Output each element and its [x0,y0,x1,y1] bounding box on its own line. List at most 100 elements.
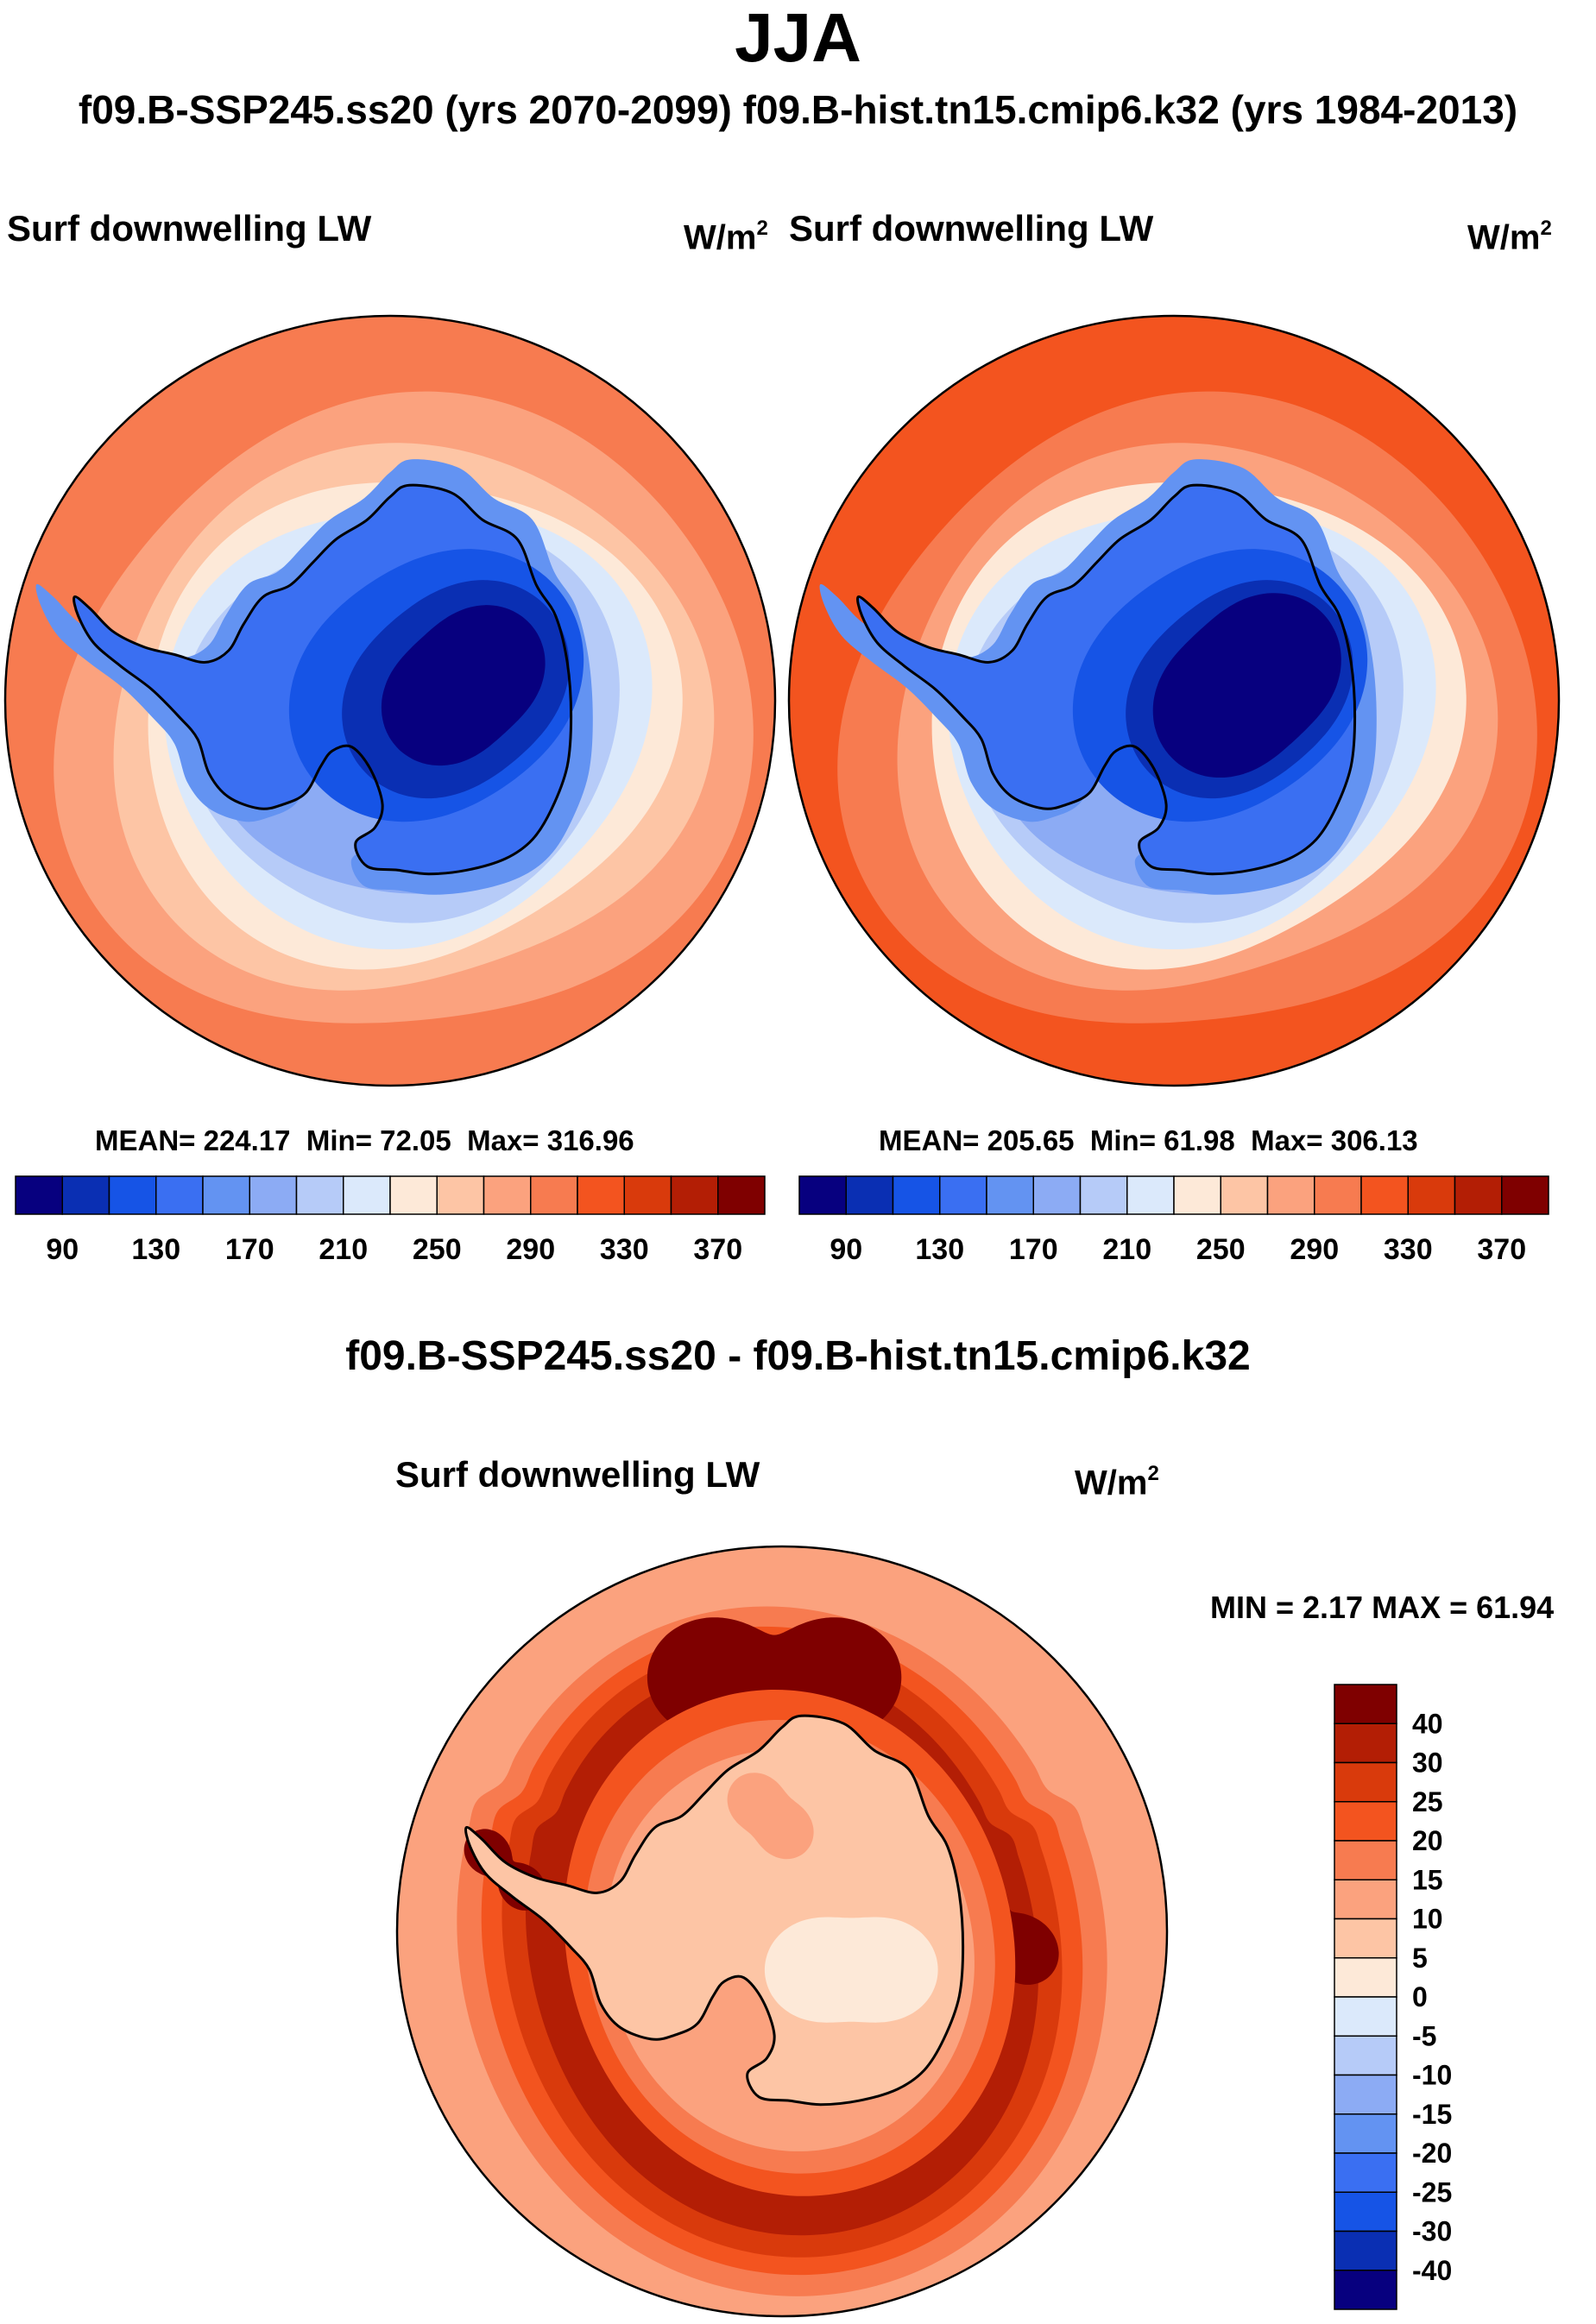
panel2-max: Max= 306.13 [1251,1124,1418,1156]
diff-colorbar-box [1334,1723,1397,1764]
diff-colorbar-box [1334,2113,1397,2154]
panel1-colorbar-box [483,1175,532,1215]
panel2-colorbar-box [1454,1175,1503,1215]
panel1-colorbar-box [670,1175,719,1215]
panel2-colorbar-tick-label: 290 [1290,1233,1339,1266]
panel2-map [787,314,1561,1087]
diff-coastline [464,1714,965,2107]
diff-colorbar-box [1334,2191,1397,2233]
panel1-max: Max= 316.96 [467,1124,634,1156]
panel1-colorbar-box [389,1175,438,1215]
panel2-colorbar-box [1314,1175,1362,1215]
panel1-variable: Surf downwelling LW [7,208,372,249]
panel2-colorbar-tick-label: 330 [1384,1233,1433,1266]
diff-colorbar-box [1334,1879,1397,1920]
diff-colorbar: 40 30 25 20 15 10 5 0 -5 -10 -15 -20 -25 -30 -40 [1334,1684,1452,2310]
panel2-colorbar-box [1126,1175,1175,1215]
panel1-colorbar-tick-label: 210 [319,1233,368,1266]
diff-colorbar-tick-label: 0 [1412,1981,1428,2012]
diff-colorbar-box [1334,2270,1397,2310]
panel2-colorbar-tick-label: 250 [1196,1233,1246,1266]
panel2-colorbar-tick-label: 170 [1009,1233,1058,1266]
diff-colorbar-tick-label: 20 [1412,1825,1443,1856]
panel2-colorbar-tick-label: 370 [1477,1233,1526,1266]
panel2-colorbar-tick-label: 130 [915,1233,964,1266]
runs-title: f09.B-SSP245.ss20 (yrs 2070-2099) f09.B-… [78,87,1518,132]
diff-colorbar-tick-label: 15 [1412,1864,1443,1895]
panel1-colorbar-tick-label: 90 [46,1233,79,1266]
panel2-colorbar-box [1407,1175,1456,1215]
diff-colorbar-tick-label: -20 [1412,2138,1452,2169]
panel1-colorbar-box [15,1175,63,1215]
panel1-map [3,314,777,1087]
panel2-units: W/m2 [1467,217,1552,257]
panel2-colorbar-tick-label: 90 [830,1233,862,1266]
panel1-colorbar-box [623,1175,672,1215]
diff-colorbar-tick-label: 40 [1412,1708,1443,1739]
panel1-coastline [73,483,573,876]
panel2-contour-band [1152,593,1341,778]
diff-variable: Surf downwelling LW [395,1454,760,1495]
panel1-colorbar-box [108,1175,157,1215]
panel1-colorbar-tick-label: 130 [131,1233,180,1266]
panel1-colorbar-box [295,1175,344,1215]
diff-colorbar-tick-label: -10 [1412,2060,1452,2091]
panel1-colorbar-box [343,1175,391,1215]
diff-colorbar-box [1334,2074,1397,2115]
panel1-colorbar-box [436,1175,485,1215]
panel2-min: Min= 61.98 [1089,1124,1235,1156]
panel2-colorbar-box [1079,1175,1128,1215]
panel2-map-border [787,314,1561,1087]
panel1-mean: MEAN= 224.17 [95,1124,291,1156]
panel2-mean: MEAN= 205.65 [879,1124,1075,1156]
diff-colorbar-box [1334,1761,1397,1803]
panel1-contour-band [381,605,546,766]
diff-colorbar-box [1334,1957,1397,1998]
diff-colorbar-tick-label: 25 [1412,1786,1443,1817]
diff-colorbar-box [1334,1840,1397,1880]
panel2-colorbar-box [892,1175,941,1215]
diff-map [395,1545,1169,2318]
panel2-coastline [856,483,1357,876]
diff-colorbar-tick-label: 10 [1412,1904,1443,1935]
panel2-colorbar-box [939,1175,987,1215]
panel1-colorbar: 90 130 170 210 250 290 330 370 [15,1175,766,1266]
panel1-colorbar-box [202,1175,250,1215]
panel1-colorbar-box [61,1175,110,1215]
panel1-colorbar-box [155,1175,204,1215]
panel2-variable: Surf downwelling LW [789,208,1154,249]
panel1-colorbar-box [249,1175,298,1215]
diff-colorbar-tick-label: -25 [1412,2176,1452,2207]
panel2-colorbar: 90 130 170 210 250 290 330 370 [798,1175,1549,1266]
diff-units: W/m2 [1075,1462,1159,1502]
panel1-colorbar-box [717,1175,766,1215]
panel1-colorbar-tick-label: 170 [225,1233,274,1266]
diff-colorbar-box [1334,1684,1397,1724]
diff-colorbar-box [1334,1996,1397,2037]
panel2-colorbar-box [986,1175,1034,1215]
panel2-colorbar-tick-label: 210 [1102,1233,1151,1266]
panel1-colorbar-tick-label: 250 [413,1233,462,1266]
panel1-colorbar-tick-label: 330 [600,1233,649,1266]
diff-colorbar-tick-label: 30 [1412,1748,1443,1779]
panel1-units: W/m2 [684,217,768,257]
diff-colorbar-tick-label: -5 [1412,2020,1436,2051]
diff-contour-band [764,1917,938,2023]
diff-colorbar-tick-label: 5 [1412,1943,1428,1974]
panel1-colorbar-box [530,1175,578,1215]
diff-title: f09.B-SSP245.ss20 - f09.B-hist.tn15.cmip… [345,1333,1251,1379]
diff-colorbar-box [1334,1918,1397,1959]
diff-map-border [395,1545,1169,2318]
panel2-colorbar-box [1220,1175,1269,1215]
diff-colorbar-box [1334,2152,1397,2193]
panel1-colorbar-box [577,1175,625,1215]
panel1-min: Min= 72.05 [306,1124,451,1156]
panel2-colorbar-box [1173,1175,1221,1215]
diff-colorbar-tick-label: -40 [1412,2255,1452,2286]
panel2-stats: MEAN= 205.65 Min= 61.98 Max= 306.13 [879,1126,1418,1155]
diff-colorbar-tick-label: -30 [1412,2216,1452,2247]
panel1-map-border [3,314,777,1087]
diff-minmax: MIN = 2.17 MAX = 61.94 [1210,1590,1555,1625]
diff-colorbar-tick-label: -15 [1412,2099,1452,2130]
diff-colorbar-box [1334,2230,1397,2271]
